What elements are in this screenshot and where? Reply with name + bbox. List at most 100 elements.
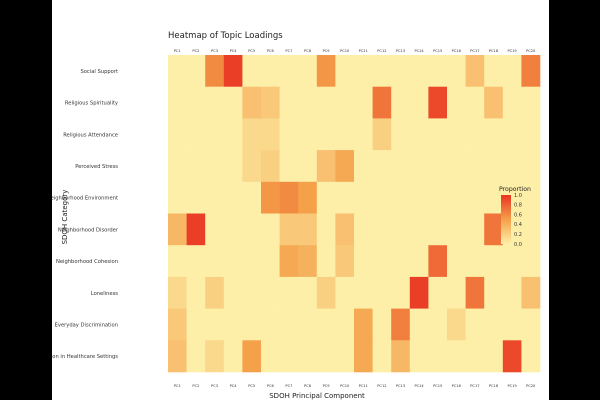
heatmap-cell-r7-c8 — [316, 276, 336, 309]
y-axis-title: SDOH Category — [61, 190, 69, 245]
y-tick-label: Neighborhood Disorder — [58, 227, 119, 233]
heatmap-cell-r3-c18 — [502, 150, 522, 183]
heatmap-cell-r7-c6 — [279, 276, 299, 309]
heatmap-cell-r3-c5 — [261, 150, 280, 183]
heatmap-cell-r0-c16 — [465, 55, 485, 87]
heatmap-cell-r3-c10 — [354, 150, 373, 183]
heatmap-cell-r9-c6 — [279, 340, 299, 373]
heatmap-cell-r5-c13 — [409, 213, 429, 246]
heatmap-cell-r8-c16 — [465, 308, 485, 341]
x-tick-label-bottom: PC10 — [340, 384, 350, 388]
heatmap-cell-r0-c13 — [409, 55, 429, 87]
x-tick-label-top: PC1 — [174, 49, 181, 53]
heatmap-cell-r6-c6 — [279, 245, 299, 278]
heatmap-cell-r3-c4 — [242, 150, 262, 183]
heatmap-cell-r6-c1 — [186, 245, 206, 278]
heatmap-cell-r6-c5 — [261, 245, 280, 278]
heatmap-cell-r1-c3 — [223, 86, 243, 119]
heatmap-cell-r2-c11 — [372, 118, 392, 151]
x-tick-label-bottom: PC11 — [359, 384, 368, 388]
heatmap-cell-r1-c2 — [205, 86, 225, 119]
heatmap-cell-r2-c2 — [205, 118, 225, 151]
x-tick-label-bottom: PC4 — [230, 384, 238, 388]
heatmap-cell-r6-c13 — [409, 245, 429, 278]
y-tick-label: Neighborhood Cohesion — [56, 259, 118, 265]
x-tick-label-top: PC14 — [414, 49, 424, 53]
heatmap-cell-r4-c12 — [391, 181, 411, 214]
heatmap-cell-r1-c0 — [168, 86, 187, 119]
heatmap-cell-r8-c1 — [186, 308, 206, 341]
heatmap-cell-r2-c15 — [447, 118, 466, 151]
heatmap-cell-r0-c4 — [242, 55, 262, 87]
heatmap-cell-r8-c3 — [223, 308, 243, 341]
heatmap-cell-r9-c18 — [502, 340, 522, 373]
legend-tick-label: 0.6 — [514, 212, 522, 218]
legend-tick-label: 0.4 — [514, 222, 522, 228]
heatmap-cell-r6-c12 — [391, 245, 411, 278]
heatmap-cell-r4-c11 — [372, 181, 392, 214]
heatmap-cell-r6-c9 — [335, 245, 355, 278]
heatmap-cell-r2-c16 — [465, 118, 485, 151]
heatmap-cell-r0-c5 — [261, 55, 280, 87]
heatmap-cell-r9-c1 — [186, 340, 206, 373]
heatmap-cell-r8-c8 — [316, 308, 336, 341]
y-tick-label: Discrimination in Healthcare Settings — [52, 354, 118, 360]
heatmap-cell-r8-c14 — [428, 308, 448, 341]
heatmap-cell-r9-c8 — [316, 340, 336, 373]
x-tick-label-top: PC11 — [359, 49, 368, 53]
heatmap-cell-r0-c10 — [354, 55, 373, 87]
heatmap-cell-r3-c13 — [409, 150, 429, 183]
heatmap-cell-r6-c16 — [465, 245, 485, 278]
heatmap-cell-r6-c10 — [354, 245, 373, 278]
heatmap-cell-r8-c5 — [261, 308, 280, 341]
legend-tick-label: 0.0 — [514, 242, 522, 248]
heatmap-cell-r1-c4 — [242, 86, 262, 119]
heatmap-cell-r3-c1 — [186, 150, 206, 183]
heatmap-cell-r5-c11 — [372, 213, 392, 246]
heatmap-cell-r0-c17 — [484, 55, 504, 87]
heatmap-cell-r7-c4 — [242, 276, 262, 309]
x-tick-label-top: PC10 — [340, 49, 350, 53]
x-tick-label-top: PC16 — [452, 49, 462, 53]
heatmap-cell-r9-c15 — [447, 340, 466, 373]
heatmap-cell-r3-c2 — [205, 150, 225, 183]
heatmap-cell-r5-c9 — [335, 213, 355, 246]
x-tick-label-bottom: PC6 — [267, 384, 275, 388]
heatmap-cell-r7-c2 — [205, 276, 225, 309]
heatmap-cell-r5-c8 — [316, 213, 336, 246]
heatmap-cell-r8-c6 — [279, 308, 299, 341]
x-tick-label-bottom: PC17 — [470, 384, 479, 388]
heatmap-cell-r4-c6 — [279, 181, 299, 214]
heatmap-cell-r1-c17 — [484, 86, 504, 119]
heatmap-cell-r1-c1 — [186, 86, 206, 119]
heatmap-cell-r5-c15 — [447, 213, 466, 246]
heatmap-cell-r1-c10 — [354, 86, 373, 119]
legend-colorbar — [501, 195, 511, 244]
heatmap-cell-r4-c9 — [335, 181, 355, 214]
heatmap-cell-r8-c19 — [521, 308, 541, 341]
heatmap-cell-r9-c13 — [409, 340, 429, 373]
x-tick-label-bottom: PC12 — [377, 384, 386, 388]
x-tick-label-top: PC3 — [211, 49, 218, 53]
heatmap-cell-r3-c6 — [279, 150, 299, 183]
x-tick-label-bottom: PC3 — [211, 384, 218, 388]
heatmap-cell-r4-c10 — [354, 181, 373, 214]
x-tick-label-top: PC12 — [377, 49, 386, 53]
heatmap-cell-r6-c2 — [205, 245, 225, 278]
y-tick-label: Loneliness — [91, 291, 119, 297]
heatmap-cell-r2-c6 — [279, 118, 299, 151]
x-tick-label-bottom: PC19 — [507, 384, 517, 388]
x-tick-label-bottom: PC18 — [489, 384, 499, 388]
heatmap-cell-r7-c19 — [521, 276, 541, 309]
heatmap-cell-r5-c6 — [279, 213, 299, 246]
heatmap-cell-r0-c14 — [428, 55, 448, 87]
heatmap-cell-r8-c17 — [484, 308, 504, 341]
heatmap-cell-r8-c7 — [298, 308, 318, 341]
heatmap-cell-r4-c13 — [409, 181, 429, 214]
x-tick-label-top: PC4 — [230, 49, 238, 53]
y-tick-label: Everyday Discrimination — [55, 322, 118, 328]
heatmap-cell-r4-c15 — [447, 181, 466, 214]
heatmap-cell-r9-c2 — [205, 340, 225, 373]
heatmap-cell-r4-c16 — [465, 181, 485, 214]
heatmap-cell-r9-c7 — [298, 340, 318, 373]
